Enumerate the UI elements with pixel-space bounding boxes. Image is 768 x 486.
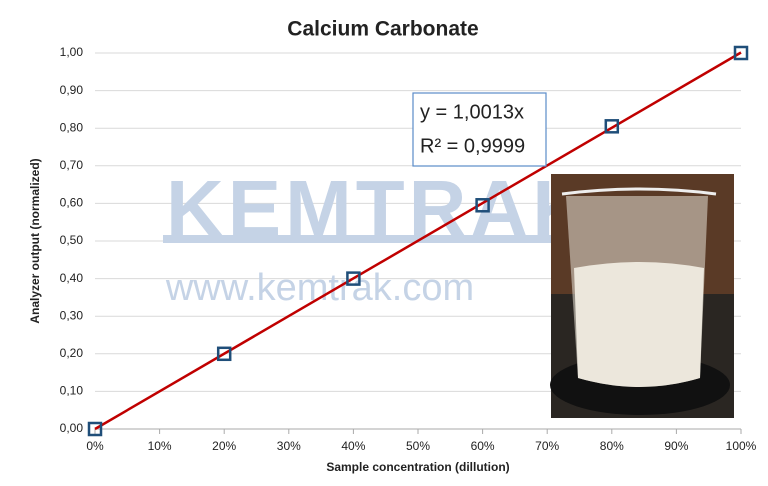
data-point [87, 421, 103, 437]
x-axis-label: Sample concentration (dillution) [326, 460, 509, 474]
y-tick-label: 0,90 [60, 83, 84, 97]
y-tick-label: 0,40 [60, 271, 84, 285]
x-tick-label: 0% [86, 439, 104, 453]
y-axis-label: Analyzer output (normalized) [28, 158, 42, 323]
trendline [94, 51, 742, 431]
data-point [604, 119, 620, 134]
grid: 0,00 0,10 0,20 0,30 0,40 0,50 0,60 0,70 0,80 0,90… [60, 45, 757, 453]
photo-liquid [574, 262, 704, 387]
y-tick-label: 0,70 [60, 158, 84, 172]
x-tick-label: 10% [148, 439, 172, 453]
x-tick-label: 70% [535, 439, 559, 453]
plot [87, 45, 749, 437]
y-tick-label: 0,30 [60, 308, 84, 322]
x-tick-label: 40% [341, 439, 365, 453]
x-tick-label: 30% [277, 439, 301, 453]
y-tick-label: 0,80 [60, 120, 84, 134]
y-tick-label: 0,60 [60, 196, 84, 210]
beaker-photo [550, 174, 734, 418]
watermark-url: www.kemtrak.com [165, 267, 474, 309]
watermark-bar [163, 235, 603, 243]
x-tick-label: 100% [726, 439, 757, 453]
x-tick-label: 80% [600, 439, 624, 453]
y-tick-label: 1,00 [60, 45, 84, 59]
x-tick-label: 90% [664, 439, 688, 453]
equation-box [412, 92, 547, 167]
x-tick-label: 20% [212, 439, 236, 453]
y-tick-label: 0,50 [60, 233, 84, 247]
x-tick-label: 50% [406, 439, 430, 453]
y-tick-label: 0,20 [60, 346, 84, 360]
chart-title: Calcium Carbonate [287, 18, 478, 41]
r-squared: R² = 0,9999 [420, 135, 525, 157]
equation: y = 1,0013x [420, 101, 524, 123]
data-point [475, 198, 490, 213]
data-point [216, 346, 232, 362]
photo-rim [561, 187, 717, 196]
data-point [733, 45, 749, 61]
y-tick-label: 0,00 [60, 421, 84, 435]
data-point [346, 271, 361, 286]
x-tick-label: 60% [471, 439, 495, 453]
y-tick-label: 0,10 [60, 384, 84, 398]
